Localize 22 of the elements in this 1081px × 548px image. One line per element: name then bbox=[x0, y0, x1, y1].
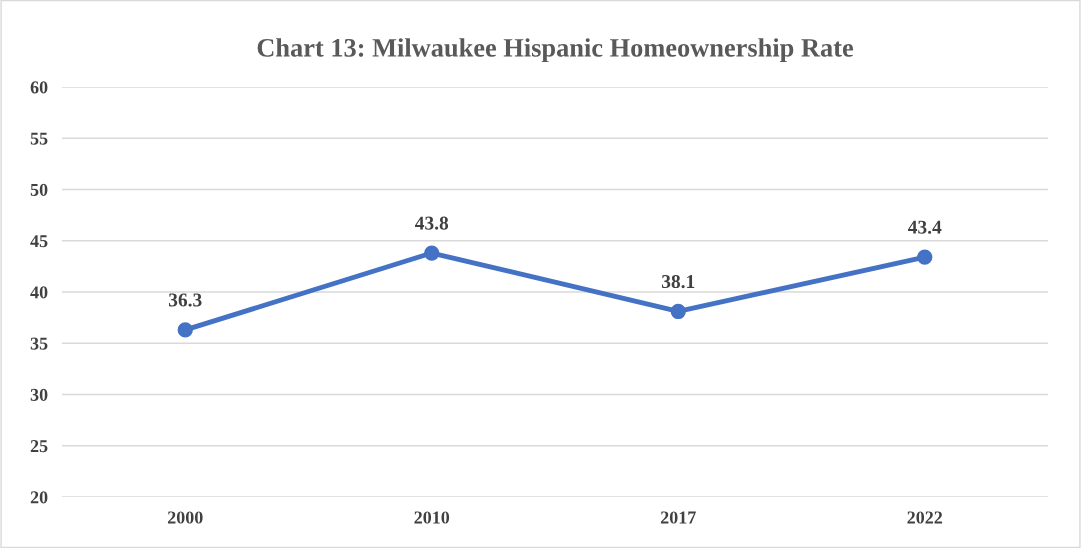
x-tick-label: 2010 bbox=[414, 511, 450, 524]
point bbox=[177, 322, 193, 338]
y-tick-label: 20 bbox=[30, 491, 48, 504]
point bbox=[917, 249, 933, 265]
y-tick-label: 50 bbox=[30, 183, 48, 196]
y-tick-label: 60 bbox=[30, 81, 48, 94]
data-label: 36.3 bbox=[168, 293, 202, 307]
y-tick-label: 25 bbox=[30, 440, 48, 453]
point bbox=[424, 245, 440, 261]
y-tick-label: 55 bbox=[30, 132, 48, 145]
y-tick-label: 35 bbox=[30, 337, 48, 350]
y-tick-label: 30 bbox=[30, 388, 48, 401]
y-tick-label: 45 bbox=[30, 235, 48, 248]
x-tick-label: 2017 bbox=[660, 511, 696, 524]
data-label: 38.1 bbox=[661, 274, 695, 289]
point bbox=[670, 303, 686, 320]
x-tick-label: 2000 bbox=[167, 511, 203, 524]
data-label: 43.8 bbox=[415, 216, 449, 230]
x-tick-label: 2022 bbox=[907, 511, 943, 524]
chart-title: Chart 13: Milwaukee Hispanic Homeownership Rate bbox=[257, 38, 854, 63]
y-tick-label: 40 bbox=[30, 286, 48, 299]
data-label: 43.4 bbox=[908, 220, 942, 234]
